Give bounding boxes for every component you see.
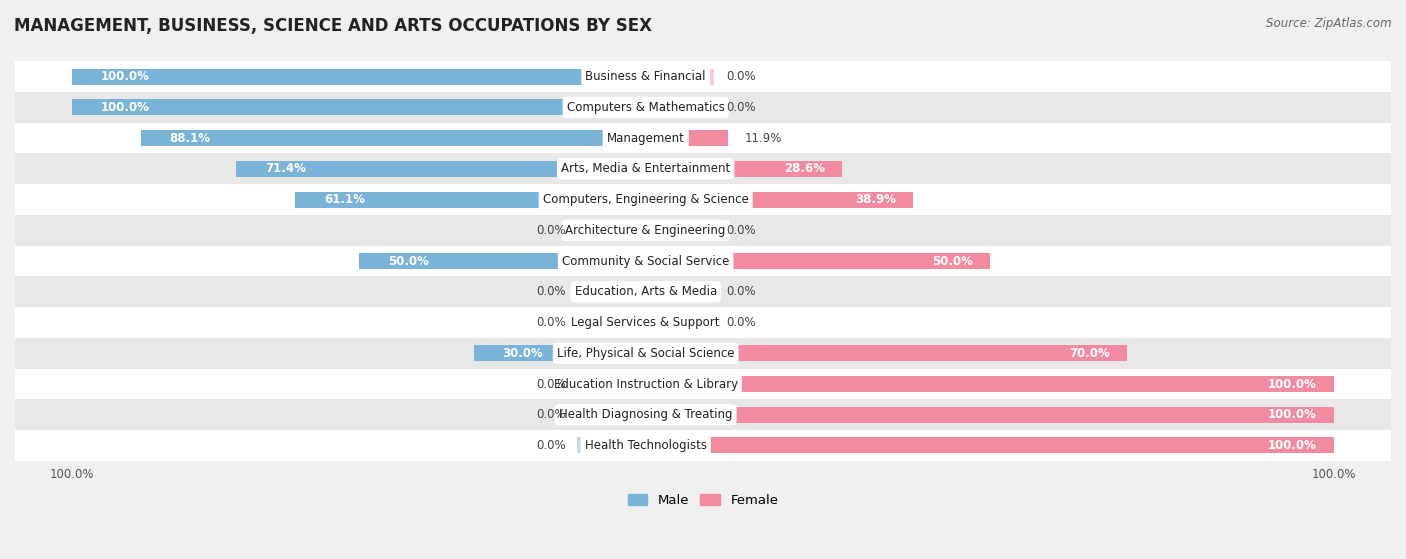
Text: Management: Management [607,131,685,145]
Text: 100.0%: 100.0% [101,70,150,83]
Text: Health Diagnosing & Treating: Health Diagnosing & Treating [560,408,733,421]
Bar [645,284,714,300]
Text: 0.0%: 0.0% [725,70,755,83]
Text: 0.0%: 0.0% [725,285,755,299]
Bar [15,276,1391,307]
Text: 0.0%: 0.0% [725,224,755,237]
Text: 0.0%: 0.0% [536,408,565,421]
Bar [15,246,1391,276]
Text: 0.0%: 0.0% [725,316,755,329]
Text: 71.4%: 71.4% [264,162,307,176]
Legend: Male, Female: Male, Female [623,489,783,512]
Text: Computers & Mathematics: Computers & Mathematics [567,101,724,114]
Bar [645,315,714,330]
Text: 100.0%: 100.0% [1268,377,1316,391]
Text: 38.9%: 38.9% [855,193,896,206]
Bar [576,315,645,330]
Text: 88.1%: 88.1% [169,131,211,145]
Text: 100.0%: 100.0% [1268,439,1316,452]
Bar [645,345,1128,361]
Bar [72,100,645,115]
Bar [15,184,1391,215]
Bar [645,253,990,269]
Bar [15,123,1391,154]
Text: 50.0%: 50.0% [388,254,429,268]
Text: 11.9%: 11.9% [745,131,782,145]
Bar [645,130,727,146]
Text: Source: ZipAtlas.com: Source: ZipAtlas.com [1267,17,1392,30]
Text: Arts, Media & Entertainment: Arts, Media & Entertainment [561,162,730,176]
Text: 28.6%: 28.6% [785,162,825,176]
Bar [645,100,714,115]
Text: Business & Financial: Business & Financial [585,70,706,83]
Text: Legal Services & Support: Legal Services & Support [571,316,720,329]
Bar [359,253,645,269]
Bar [15,307,1391,338]
Text: Computers, Engineering & Science: Computers, Engineering & Science [543,193,748,206]
Text: 100.0%: 100.0% [1268,408,1316,421]
Text: Education, Arts & Media: Education, Arts & Media [575,285,717,299]
Bar [15,61,1391,92]
Bar [645,161,842,177]
Bar [645,69,714,84]
Bar [576,438,645,453]
Text: 100.0%: 100.0% [101,101,150,114]
Bar [645,192,914,207]
Bar [576,284,645,300]
Text: Health Technologists: Health Technologists [585,439,707,452]
Text: 61.1%: 61.1% [323,193,366,206]
Text: MANAGEMENT, BUSINESS, SCIENCE AND ARTS OCCUPATIONS BY SEX: MANAGEMENT, BUSINESS, SCIENCE AND ARTS O… [14,17,652,35]
Bar [15,215,1391,246]
Text: 0.0%: 0.0% [725,101,755,114]
Bar [576,222,645,238]
Text: Education Instruction & Library: Education Instruction & Library [554,377,738,391]
Bar [15,430,1391,461]
Bar [15,368,1391,399]
Bar [645,222,714,238]
Bar [576,376,645,392]
Text: 0.0%: 0.0% [536,316,565,329]
Bar [15,92,1391,123]
Text: Community & Social Service: Community & Social Service [562,254,730,268]
Bar [15,338,1391,368]
Text: 70.0%: 70.0% [1070,347,1111,360]
Bar [576,407,645,423]
Bar [236,161,645,177]
Bar [645,438,1334,453]
Text: 50.0%: 50.0% [932,254,973,268]
Bar [645,376,1334,392]
Text: 0.0%: 0.0% [536,285,565,299]
Text: Architecture & Engineering: Architecture & Engineering [565,224,725,237]
Bar [141,130,645,146]
Text: 30.0%: 30.0% [502,347,543,360]
Text: 0.0%: 0.0% [536,377,565,391]
Bar [15,399,1391,430]
Bar [645,407,1334,423]
Bar [295,192,645,207]
Text: Life, Physical & Social Science: Life, Physical & Social Science [557,347,734,360]
Text: 0.0%: 0.0% [536,224,565,237]
Bar [474,345,645,361]
Bar [72,69,645,84]
Bar [15,154,1391,184]
Text: 0.0%: 0.0% [536,439,565,452]
